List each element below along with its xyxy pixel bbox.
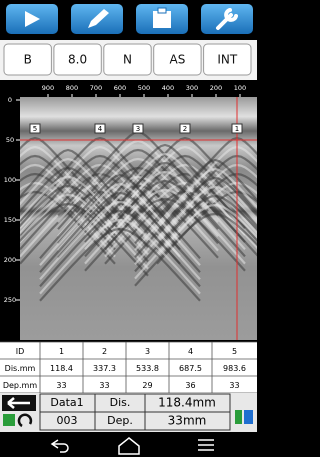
clipboard-clip <box>158 8 166 13</box>
depth-label: Dep. <box>107 414 133 427</box>
battery-icon <box>244 410 253 424</box>
target-marker-label: 2 <box>183 125 187 133</box>
table-cell: 337.3 <box>93 364 116 373</box>
distance-tick-label: 500 <box>138 84 150 92</box>
table-cell: 33 <box>229 381 239 390</box>
table-cell: 1 <box>59 347 64 356</box>
table-cell: 687.5 <box>179 364 202 373</box>
target-marker-label: 4 <box>98 125 103 133</box>
row-label: ID <box>16 347 25 356</box>
table-cell: 2 <box>102 347 107 356</box>
table-cell: 33 <box>99 381 109 390</box>
depth-tick-label: 0 <box>8 96 12 104</box>
table-cell: 29 <box>142 381 152 390</box>
table-cell: 533.8 <box>136 364 159 373</box>
distance-tick-label: 700 <box>90 84 102 92</box>
save-icon[interactable] <box>3 414 15 426</box>
table-cell: 983.6 <box>223 364 246 373</box>
distance-label: Dis. <box>110 396 131 409</box>
depth-value: 33mm <box>168 414 207 428</box>
param-label: INT <box>217 53 238 67</box>
depth-tick-label: 150 <box>4 216 16 224</box>
distance-tick-label: 600 <box>114 84 126 92</box>
table-cell: 118.4 <box>50 364 73 373</box>
param-label: 8.0 <box>68 53 87 67</box>
table-cell: 36 <box>185 381 195 390</box>
clipboard-icon <box>153 11 171 28</box>
edit-button[interactable] <box>71 4 123 34</box>
target-marker-label: 5 <box>33 125 37 133</box>
distance-tick-label: 100 <box>234 84 246 92</box>
distance-value: 118.4mm <box>158 396 216 410</box>
table-cell: 5 <box>232 347 237 356</box>
distance-tick-label: 400 <box>162 84 174 92</box>
play-button[interactable] <box>6 4 58 34</box>
result-table <box>0 342 257 393</box>
table-cell: 4 <box>188 347 193 356</box>
distance-tick-label: 800 <box>66 84 78 92</box>
row-label: Dis.mm <box>5 364 36 373</box>
app-screen: B 8.0 N AS INT 900 800 700 600 500 400 300 200 100 0 5… <box>0 0 257 457</box>
settings-button[interactable] <box>201 4 253 34</box>
depth-tick-label: 50 <box>6 136 14 144</box>
signal-icon <box>235 410 242 424</box>
file-button[interactable] <box>136 4 188 34</box>
depth-tick-label: 100 <box>4 176 16 184</box>
param-label: B <box>24 53 32 67</box>
target-marker-label: 3 <box>136 125 140 133</box>
param-label: AS <box>169 53 185 67</box>
file-name: Data1 <box>50 396 83 409</box>
depth-tick-label: 250 <box>4 296 16 304</box>
row-label: Dep.mm <box>3 381 37 390</box>
distance-tick-label: 200 <box>210 84 222 92</box>
depth-tick-label: 200 <box>4 256 16 264</box>
target-marker-label: 1 <box>235 125 239 133</box>
param-label: N <box>123 53 132 67</box>
table-cell: 33 <box>56 381 66 390</box>
distance-tick-label: 300 <box>186 84 198 92</box>
table-cell: 3 <box>145 347 150 356</box>
distance-tick-label: 900 <box>42 84 54 92</box>
file-index: 003 <box>57 414 78 427</box>
